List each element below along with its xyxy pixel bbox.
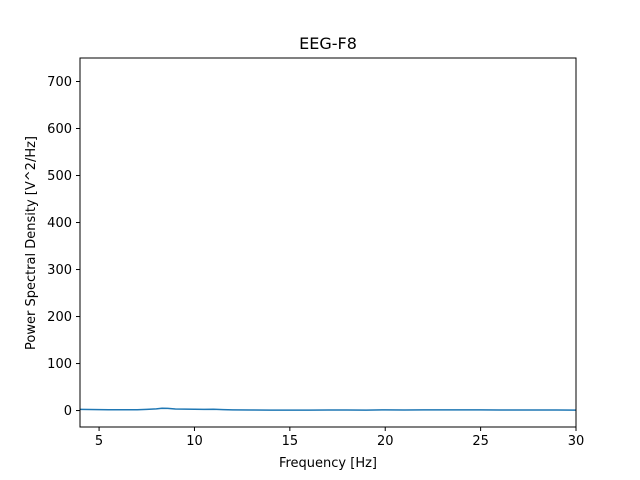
y-tick-label: 300 [47, 263, 72, 278]
y-tick-label: 500 [47, 169, 72, 184]
y-tick-label: 200 [47, 310, 72, 325]
y-axis-label: Power Spectral Density [V^2/Hz] [24, 136, 39, 350]
x-tick-label: 15 [282, 434, 299, 449]
y-tick-label: 100 [47, 357, 72, 372]
chart-title: EEG-F8 [299, 34, 357, 53]
x-axis: 5 10 15 20 25 30 [95, 427, 584, 449]
y-tick-label: 700 [47, 75, 72, 90]
plot-area [79, 407, 577, 411]
y-axis: 0 100 200 300 400 500 600 700 [47, 75, 80, 419]
x-axis-label: Frequency [Hz] [279, 456, 377, 471]
y-tick-label: 400 [47, 216, 72, 231]
psd-line-series-0 [79, 407, 577, 411]
y-tick-label: 0 [64, 404, 72, 419]
plot-frame [79, 57, 577, 428]
x-tick-label: 10 [186, 434, 203, 449]
y-tick-label: 600 [47, 122, 72, 137]
x-tick-label: 20 [377, 434, 394, 449]
x-tick-label: 30 [568, 434, 585, 449]
x-tick-label: 5 [95, 434, 103, 449]
x-tick-label: 25 [472, 434, 489, 449]
